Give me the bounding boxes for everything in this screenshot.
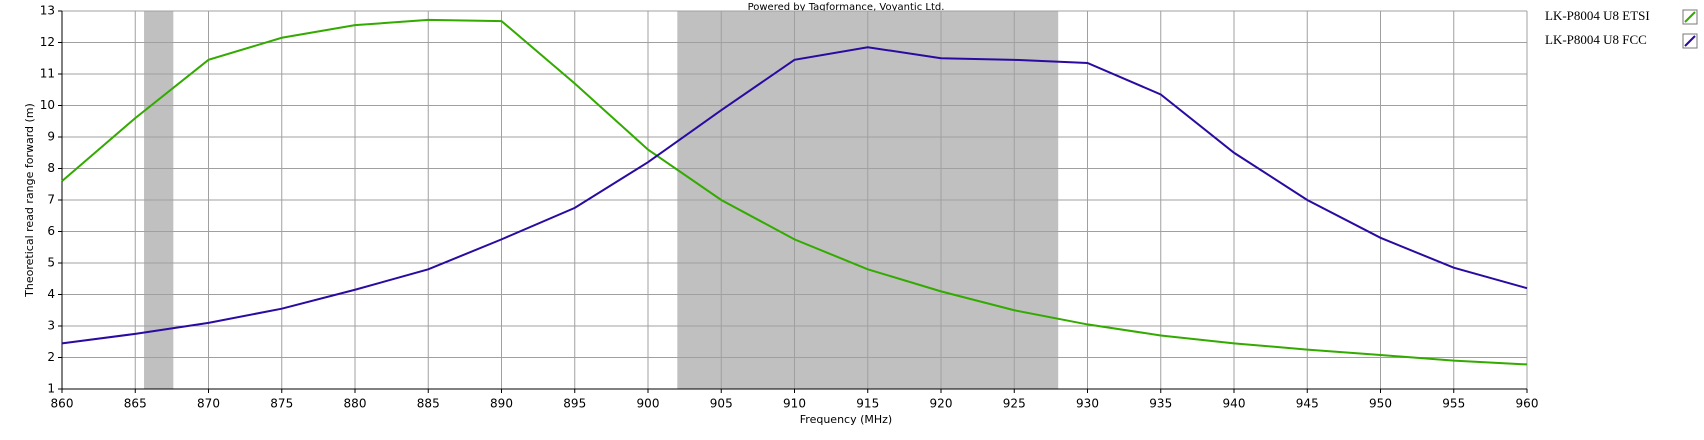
x-tick-label: 885	[417, 397, 440, 411]
x-tick-label: 915	[856, 397, 879, 411]
y-axis-label: Theoretical read range forward (m)	[23, 103, 36, 298]
series-line	[61, 18, 1528, 366]
x-tick-label: 920	[930, 397, 953, 411]
x-tick-label: 880	[344, 397, 367, 411]
x-axis-label: Frequency (MHz)	[800, 413, 892, 426]
x-tick-label: 860	[51, 397, 74, 411]
y-tick-label: 13	[40, 4, 55, 18]
legend-swatch	[1684, 35, 1696, 47]
x-tick-label: 910	[783, 397, 806, 411]
y-tick-label: 8	[47, 161, 55, 175]
y-tick-label: 3	[47, 319, 55, 333]
x-tick-label: 905	[710, 397, 733, 411]
y-tick-label: 5	[47, 256, 55, 270]
chart-title: Powered by Tagformance, Voyantic Ltd.	[748, 2, 945, 13]
x-tick-label: 935	[1149, 397, 1172, 411]
y-tick-label: 9	[47, 130, 55, 144]
x-tick-label: 865	[124, 397, 147, 411]
x-tick-label: 870	[197, 397, 220, 411]
legend-label: LK-P8004 U8 ETSI	[1545, 8, 1650, 23]
x-tick-label: 890	[490, 397, 513, 411]
y-tick-label: 12	[40, 35, 55, 49]
x-tick-label: 940	[1223, 397, 1246, 411]
legend-label: LK-P8004 U8 FCC	[1545, 32, 1647, 47]
legend-swatch	[1684, 11, 1696, 23]
x-tick-label: 900	[637, 397, 660, 411]
y-tick-label: 10	[40, 98, 55, 112]
y-tick-label: 11	[40, 67, 55, 81]
y-tick-label: 1	[47, 382, 55, 396]
y-tick-label: 7	[47, 193, 55, 207]
x-tick-label: 925	[1003, 397, 1026, 411]
y-tick-label: 2	[47, 350, 55, 364]
x-tick-label: 955	[1442, 397, 1465, 411]
x-tick-label: 875	[270, 397, 293, 411]
x-tick-label: 930	[1076, 397, 1099, 411]
x-tick-label: 960	[1516, 397, 1539, 411]
x-tick-label: 945	[1296, 397, 1319, 411]
series-line	[61, 46, 1528, 345]
y-tick-label: 6	[47, 224, 55, 238]
x-tick-label: 895	[563, 397, 586, 411]
y-tick-label: 4	[47, 287, 55, 301]
x-tick-label: 950	[1369, 397, 1392, 411]
